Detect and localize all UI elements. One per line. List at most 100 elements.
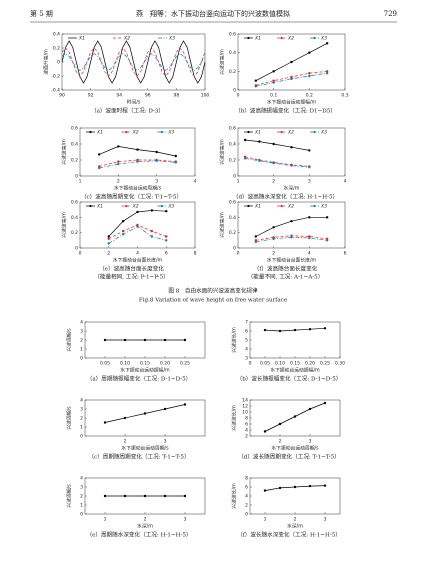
data-point bbox=[290, 60, 293, 64]
x-tick-label: 0 bbox=[237, 251, 240, 257]
y-axis-label: 兴波波高/m bbox=[219, 212, 226, 238]
data-point bbox=[103, 338, 107, 342]
y-tick-label: 0.2 bbox=[71, 158, 78, 164]
x-tick-label: 90 bbox=[59, 93, 65, 99]
data-point bbox=[272, 237, 275, 240]
x-axis-label: 水深/m bbox=[284, 185, 300, 192]
plot-frame bbox=[84, 399, 206, 437]
data-point bbox=[290, 164, 293, 167]
data-point bbox=[143, 494, 147, 498]
series-line bbox=[61, 53, 206, 71]
y-axis-label: 兴波波长/m bbox=[231, 405, 238, 431]
data-point bbox=[107, 237, 110, 240]
panel-caption: （e）周期随水深变化（工况: H-1~H-5） bbox=[86, 531, 191, 539]
y-tick-label: 4 bbox=[245, 347, 248, 353]
legend-label: X1 bbox=[78, 36, 85, 42]
legend-label: X3 bbox=[167, 204, 174, 210]
x-tick-label: 0.25 bbox=[320, 361, 330, 367]
series-line bbox=[99, 146, 176, 157]
y-tick-label: 0.2 bbox=[229, 230, 236, 236]
legend-marker bbox=[313, 130, 316, 134]
data-point bbox=[163, 407, 167, 411]
legend-label: X3 bbox=[320, 204, 327, 210]
data-point bbox=[308, 216, 311, 219]
legend-marker bbox=[247, 130, 250, 134]
series-line bbox=[245, 139, 310, 151]
legend-label: X3 bbox=[320, 130, 327, 136]
legend-label: X2 bbox=[287, 204, 294, 210]
legend-marker bbox=[160, 204, 163, 208]
data-point bbox=[97, 153, 101, 156]
x-axis-label: 水下振动台台面长度/m bbox=[113, 257, 163, 264]
data-point bbox=[117, 145, 120, 148]
data-point bbox=[254, 235, 258, 238]
data-point bbox=[121, 233, 125, 236]
y-tick-label: 14 bbox=[242, 398, 248, 404]
data-point bbox=[163, 494, 167, 498]
x-axis-label: 水下振动台运动振幅/m bbox=[120, 367, 170, 374]
legend-label: X2 bbox=[287, 36, 294, 42]
y-tick-label: 3 bbox=[80, 407, 83, 413]
legend-label: X2 bbox=[132, 130, 139, 136]
y-tick-label: 0.2 bbox=[71, 230, 78, 236]
running-title: 燕 翔等：水下振动台竖向运动下的兴波数值模拟 bbox=[136, 9, 290, 18]
x-axis-label: 水下振动台台面长度/m bbox=[267, 257, 317, 264]
plot-frame bbox=[249, 399, 341, 437]
data-point bbox=[258, 140, 261, 143]
data-point bbox=[323, 401, 327, 405]
data-point bbox=[150, 235, 154, 238]
x-axis-label: 水下振动台运动周期/s bbox=[121, 445, 169, 452]
data-point bbox=[183, 403, 187, 406]
x-tick-label: 0.10 bbox=[275, 361, 285, 367]
data-point bbox=[174, 161, 178, 164]
series-line bbox=[61, 47, 206, 77]
legend-marker bbox=[280, 130, 283, 134]
y-tick-label: 0.4 bbox=[71, 142, 78, 148]
x-tick-label: 0 bbox=[79, 251, 82, 257]
x-axis-label: 水下振动台运动振幅/m bbox=[267, 99, 317, 106]
x-tick-label: 2 bbox=[144, 517, 147, 523]
x-tick-label: 3 bbox=[184, 517, 187, 523]
legend-marker bbox=[280, 204, 283, 208]
y-tick-label: 0 bbox=[233, 246, 236, 252]
x-tick-label: 0.1 bbox=[270, 93, 277, 99]
data-point bbox=[254, 79, 258, 82]
x-axis-label: 水深/m bbox=[287, 523, 303, 530]
legend-marker bbox=[125, 130, 128, 134]
data-point bbox=[155, 150, 158, 154]
y-tick-label: 3 bbox=[80, 485, 83, 491]
data-point bbox=[290, 146, 293, 149]
legend-label: X1 bbox=[254, 204, 261, 210]
x-tick-label: 3 bbox=[324, 517, 327, 523]
x-tick-label: 3 bbox=[308, 179, 311, 185]
x-tick-label: 2 bbox=[117, 179, 120, 185]
y-tick-label: 0 bbox=[233, 174, 236, 180]
x-tick-label: 2 bbox=[294, 517, 297, 523]
panel-caption: （f）波高随台面长度变化 bbox=[254, 265, 318, 273]
legend-label: X3 bbox=[168, 36, 175, 42]
data-point bbox=[258, 159, 261, 162]
y-tick-label: 0 bbox=[75, 174, 78, 180]
data-point bbox=[308, 484, 312, 488]
legend-label: X2 bbox=[123, 36, 130, 42]
panel-caption: （能量相同, 工况: P-1~P-5） bbox=[94, 273, 168, 281]
data-point bbox=[121, 219, 125, 223]
y-tick-label: 0.2 bbox=[53, 46, 60, 52]
panel-caption: （d）波长随周期变化（工况: T-1~T-5） bbox=[238, 453, 340, 461]
y-tick-label: 0.4 bbox=[71, 215, 78, 221]
x-tick-label: 0.15 bbox=[290, 361, 300, 367]
legend-marker bbox=[125, 204, 128, 208]
plot-frame bbox=[237, 201, 346, 249]
y-axis-label: 兴波波高/m bbox=[219, 139, 226, 165]
data-point bbox=[278, 486, 282, 490]
x-axis-label: 水下振动台运动周期/s bbox=[271, 445, 319, 452]
data-point bbox=[293, 485, 297, 489]
x-tick-label: 4 bbox=[136, 251, 139, 257]
x-tick-label: 6 bbox=[344, 251, 347, 257]
panel-caption: （a）波面时程（工况: D-3） bbox=[91, 107, 164, 115]
y-tick-label: 6 bbox=[245, 422, 248, 428]
y-tick-label: 6 bbox=[245, 485, 248, 491]
y-tick-label: 4 bbox=[80, 476, 83, 482]
data-point bbox=[308, 166, 311, 169]
